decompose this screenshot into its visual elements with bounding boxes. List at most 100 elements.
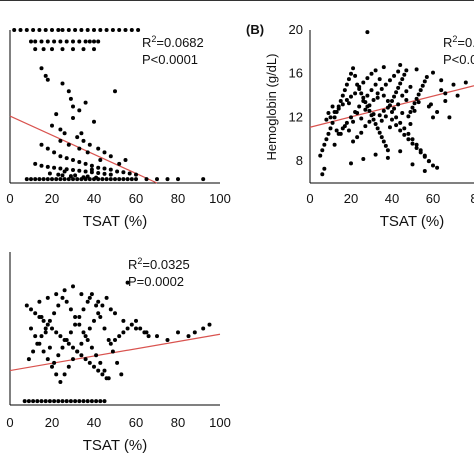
x-tick-label: 100 (209, 415, 231, 430)
data-point (371, 97, 376, 102)
data-point (106, 376, 111, 381)
data-point (125, 177, 130, 182)
data-point (138, 326, 143, 331)
data-point (390, 117, 394, 122)
data-point (129, 322, 134, 327)
data-point (377, 130, 382, 135)
regression-line (9, 333, 221, 372)
data-point (129, 177, 134, 182)
data-point (379, 87, 384, 92)
y-tick-label: 8 (296, 153, 303, 168)
data-point (41, 177, 46, 182)
data-point (328, 126, 333, 131)
data-point (396, 85, 401, 90)
data-point (324, 137, 329, 142)
data-point (349, 115, 353, 120)
data-point (64, 399, 69, 404)
scatter-points (22, 280, 212, 404)
data-point (108, 172, 113, 177)
data-point (377, 77, 382, 82)
data-point (396, 102, 401, 107)
data-point (416, 100, 421, 105)
data-point (71, 39, 75, 44)
data-point (342, 124, 347, 129)
data-point (58, 39, 63, 44)
data-point (102, 171, 107, 176)
y-axis-title: Hemoglobin (g/dL) (264, 54, 279, 161)
r-squared-value: =0.0 (457, 35, 474, 50)
data-point (64, 299, 69, 304)
data-point (24, 28, 29, 32)
data-point (52, 165, 57, 170)
data-point (410, 162, 415, 167)
data-point (328, 115, 333, 120)
data-point (117, 177, 122, 182)
data-point (66, 364, 71, 369)
data-point (367, 119, 372, 124)
data-point (100, 177, 105, 182)
data-point (414, 146, 419, 151)
data-point (353, 73, 358, 78)
data-point (359, 91, 364, 96)
r-squared-value: =0.0682 (156, 35, 203, 50)
data-point (94, 399, 99, 404)
data-point (45, 77, 50, 82)
data-point (73, 28, 78, 32)
data-point (92, 364, 96, 369)
r-squared-prefix: R (142, 35, 151, 50)
data-point (102, 326, 107, 331)
data-point (369, 71, 374, 76)
data-point (45, 146, 50, 151)
data-point (334, 128, 339, 133)
data-point (81, 330, 86, 335)
x-tick-label: 20 (344, 191, 358, 206)
data-point (146, 334, 151, 339)
data-point (71, 345, 75, 350)
data-point (81, 307, 86, 312)
data-point (344, 97, 349, 102)
data-point (52, 311, 57, 316)
data-point (418, 88, 423, 93)
data-point (50, 177, 54, 182)
data-point (144, 330, 149, 335)
data-point (402, 72, 407, 77)
data-point (39, 39, 44, 44)
data-point (365, 76, 370, 81)
data-point (60, 173, 65, 178)
data-point (58, 334, 63, 339)
data-point (115, 360, 120, 365)
data-point (75, 135, 80, 140)
data-point (96, 146, 101, 151)
data-point (54, 372, 59, 377)
data-point (435, 165, 440, 170)
data-point (342, 88, 347, 93)
data-point (340, 93, 345, 98)
data-point (422, 168, 427, 173)
data-point (83, 334, 88, 339)
data-point (404, 97, 409, 102)
data-point (75, 349, 80, 354)
data-point (83, 39, 88, 44)
x-tick-label: 8 (470, 191, 474, 206)
data-point (410, 137, 415, 142)
data-point (77, 146, 82, 151)
data-point (60, 295, 65, 300)
data-point (207, 322, 212, 327)
data-point (43, 330, 48, 335)
scatter-points (12, 28, 206, 182)
data-point (431, 70, 435, 75)
x-tick-label: 0 (6, 415, 13, 430)
data-point (363, 124, 368, 129)
x-tick-label: 20 (45, 191, 59, 206)
data-point (385, 99, 390, 104)
data-point (113, 337, 117, 342)
data-point (385, 155, 390, 160)
data-point (119, 372, 124, 377)
data-point (41, 349, 46, 354)
data-point (420, 83, 425, 88)
data-point (71, 104, 75, 109)
data-point (45, 39, 50, 44)
data-point (125, 326, 130, 331)
data-point (39, 163, 44, 168)
data-point (416, 92, 421, 97)
